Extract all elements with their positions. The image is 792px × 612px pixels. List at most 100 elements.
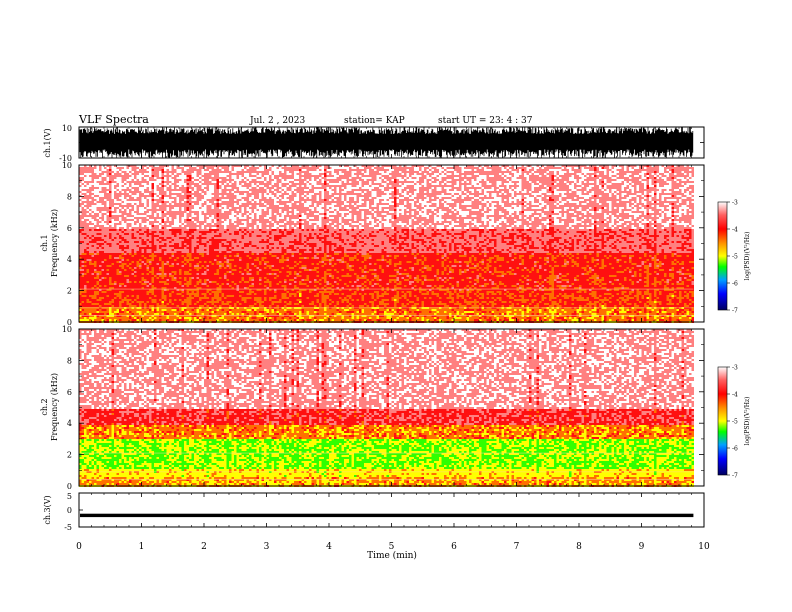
spectrogram-cell bbox=[99, 279, 102, 281]
spectrogram-cell bbox=[102, 181, 105, 183]
spectrogram-cell bbox=[102, 313, 105, 315]
spectrogram-cell bbox=[104, 171, 107, 173]
spectrogram-cell bbox=[102, 257, 105, 259]
spectrogram-cell bbox=[87, 241, 90, 243]
spectrogram-cell bbox=[99, 285, 102, 287]
spectrogram-cell bbox=[94, 287, 97, 289]
spectrogram-cell bbox=[94, 281, 97, 283]
spectrogram-cell bbox=[112, 287, 115, 289]
spectrogram-cell bbox=[107, 311, 110, 313]
spectrogram-cell bbox=[84, 215, 87, 217]
spectrogram-cell bbox=[87, 299, 90, 301]
spectrogram-cell bbox=[107, 277, 110, 279]
spectrogram-cell bbox=[102, 217, 105, 219]
spectrogram-cell bbox=[84, 211, 87, 213]
spectrogram-cell bbox=[102, 265, 105, 267]
spectrogram-cell bbox=[84, 227, 87, 229]
spectrogram-cell bbox=[94, 245, 97, 247]
spectrogram-cell bbox=[87, 317, 90, 319]
spectrogram-cell bbox=[97, 293, 100, 295]
spectrogram-cell bbox=[94, 259, 97, 261]
spectrogram-cell bbox=[84, 169, 87, 171]
spectrogram-cell bbox=[92, 281, 95, 283]
spectrogram-cell bbox=[109, 173, 112, 175]
spectrogram-cell bbox=[112, 277, 115, 279]
spectrogram-cell bbox=[102, 283, 105, 285]
spectrogram-cell bbox=[114, 231, 117, 233]
spectrogram-cell bbox=[109, 283, 112, 285]
spectrogram-cell bbox=[107, 275, 110, 277]
spectrogram-cell bbox=[94, 305, 97, 307]
spectrogram-cell bbox=[102, 241, 105, 243]
spectrogram-cell bbox=[112, 295, 115, 297]
spectrogram-cell bbox=[84, 301, 87, 303]
spectrogram-cell bbox=[102, 243, 105, 245]
spectrogram-cell bbox=[89, 201, 92, 203]
spectrogram-cell bbox=[102, 253, 105, 255]
spectrogram-cell bbox=[99, 297, 102, 299]
spectrogram-cell bbox=[107, 257, 110, 259]
spectrogram-cell bbox=[87, 243, 90, 245]
spectrogram-cell bbox=[89, 285, 92, 287]
spectrogram-cell bbox=[84, 249, 87, 251]
spectrogram-cell bbox=[114, 281, 117, 283]
spectrogram-cell bbox=[84, 295, 87, 297]
spectrogram-cell bbox=[107, 201, 110, 203]
spectrogram-cell bbox=[94, 175, 97, 177]
spectrogram-cell bbox=[89, 283, 92, 285]
spectrogram-cell bbox=[102, 245, 105, 247]
spectrogram-cell bbox=[107, 317, 110, 319]
spectrogram-cell bbox=[87, 227, 90, 229]
spectrogram-cell bbox=[89, 229, 92, 231]
spectrogram-cell bbox=[94, 235, 97, 237]
spectrogram-cell bbox=[109, 205, 112, 207]
spectrogram-cell bbox=[112, 271, 115, 273]
spectrogram-cell bbox=[99, 191, 102, 193]
spectrogram-cell bbox=[102, 275, 105, 277]
spectrogram-cell bbox=[89, 235, 92, 237]
spectrogram-cell bbox=[92, 215, 95, 217]
spectrogram-cell bbox=[92, 243, 95, 245]
spectrogram-cell bbox=[107, 169, 110, 171]
spectrogram-cell bbox=[99, 283, 102, 285]
spectrogram-cell bbox=[97, 257, 100, 259]
spectrogram-cell bbox=[94, 215, 97, 217]
spectrogram-cell bbox=[99, 199, 102, 201]
spectrogram-cell bbox=[94, 317, 97, 319]
spectrogram-cell bbox=[109, 175, 112, 177]
spectrogram-cell bbox=[114, 223, 117, 225]
spectrogram-cell bbox=[114, 235, 117, 237]
spectrogram-cell bbox=[107, 259, 110, 261]
spectrogram-cell bbox=[92, 217, 95, 219]
spectrogram-cell bbox=[87, 209, 90, 211]
spectrogram-cell bbox=[109, 221, 112, 223]
spectrogram-cell bbox=[92, 303, 95, 305]
spectrogram-cell bbox=[94, 249, 97, 251]
spectrogram-cell bbox=[84, 255, 87, 257]
spectrogram-cell bbox=[102, 229, 105, 231]
spectrogram-cell bbox=[82, 239, 85, 241]
spectrogram-cell bbox=[89, 233, 92, 235]
spectrogram-cell bbox=[87, 233, 90, 235]
spectrogram-cell bbox=[107, 195, 110, 197]
spectrogram-cell bbox=[114, 287, 117, 289]
spectrogram-cell bbox=[102, 273, 105, 275]
spectrogram-cell bbox=[84, 225, 87, 227]
spectrogram-cell bbox=[102, 293, 105, 295]
spectrogram-cell bbox=[82, 221, 85, 223]
spectrogram-cell bbox=[102, 195, 105, 197]
spectrogram-cell bbox=[97, 225, 100, 227]
spectrogram-cell bbox=[107, 319, 110, 321]
spectrogram-cell bbox=[114, 261, 117, 263]
spectrogram-cell bbox=[87, 239, 90, 241]
spectrogram-cell bbox=[109, 185, 112, 187]
spectrogram-cell bbox=[94, 271, 97, 273]
spectrogram-cell bbox=[97, 217, 100, 219]
spectrogram-cell bbox=[104, 281, 107, 283]
spectrogram-cell bbox=[84, 309, 87, 311]
spectrogram-cell bbox=[94, 243, 97, 245]
spectrogram-cell bbox=[82, 203, 85, 205]
spectrogram-cell bbox=[102, 301, 105, 303]
spectrogram-cell bbox=[89, 189, 92, 191]
spectrogram-cell bbox=[92, 171, 95, 173]
